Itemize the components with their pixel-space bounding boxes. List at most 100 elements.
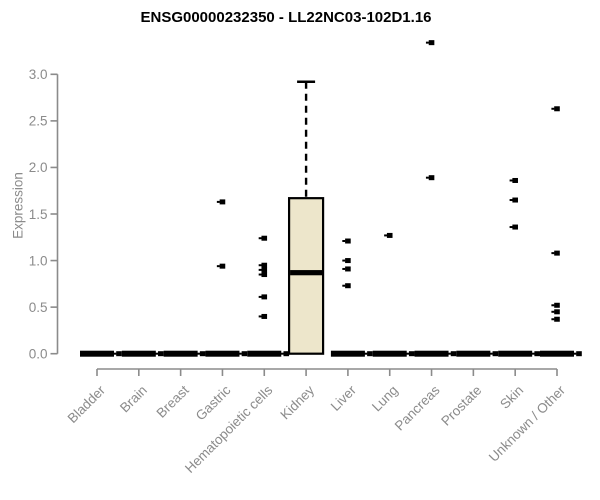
outlier-point-tick	[551, 252, 555, 255]
x-tick-label: Gastric	[193, 382, 234, 423]
flat-box	[205, 350, 240, 357]
outlier-point	[241, 351, 248, 357]
flat-box	[539, 350, 574, 357]
outlier-point	[554, 106, 560, 112]
outlier-point	[219, 199, 226, 205]
outlier-point	[345, 266, 351, 272]
outlier-point-tick	[342, 284, 346, 287]
outlier-point-tick	[258, 268, 262, 271]
outlier-point	[534, 351, 540, 357]
outlier-point-tick	[425, 176, 429, 179]
flat-box	[414, 350, 449, 357]
x-tick-label: Pancreas	[392, 382, 443, 433]
outlier-point-tick	[447, 352, 451, 355]
outlier-point	[199, 351, 206, 357]
outlier-point-tick	[551, 310, 555, 313]
outlier-point-tick	[197, 352, 201, 355]
flat-box	[372, 350, 407, 357]
outlier-point-tick	[551, 304, 555, 307]
outlier-point	[345, 258, 351, 264]
outlier-point-tick	[342, 267, 346, 270]
flat-box	[498, 350, 533, 357]
outlier-point	[428, 40, 435, 46]
outlier-point-tick	[258, 264, 262, 267]
outlier-point-tick	[280, 352, 284, 355]
outlier-point-tick	[258, 273, 262, 276]
outlier-point	[261, 294, 268, 300]
outlier-point	[492, 351, 499, 357]
chart-title: ENSG00000232350 - LL22NC03-102D1.16	[140, 9, 432, 26]
outlier-point-tick	[155, 352, 159, 355]
outlier-point-tick	[113, 352, 117, 355]
outlier-point	[554, 250, 560, 256]
x-tick-label: Liver	[328, 382, 360, 414]
outlier-point-tick	[216, 265, 220, 268]
outlier-point-tick	[258, 295, 262, 298]
outlier-point-tick	[406, 352, 410, 355]
outlier-point	[261, 272, 268, 278]
outlier-point-tick	[258, 237, 262, 240]
outlier-point	[428, 175, 435, 181]
outlier-point	[261, 313, 268, 319]
outlier-point-tick	[573, 352, 577, 355]
outlier-point	[450, 351, 457, 357]
flat-box	[80, 350, 114, 357]
outlier-point-tick	[238, 352, 242, 355]
outlier-point	[512, 197, 518, 203]
outlier-point-tick	[425, 41, 429, 44]
outlier-point	[158, 351, 164, 357]
y-tick-label: 1.0	[29, 253, 48, 268]
outlier-point-tick	[258, 315, 262, 318]
y-tick-label: 0.5	[29, 300, 48, 315]
outlier-point-tick	[216, 200, 220, 203]
flat-box	[247, 350, 282, 357]
outlier-point	[261, 267, 268, 273]
outlier-point	[345, 283, 351, 289]
outlier-point	[554, 309, 560, 315]
outlier-point-tick	[551, 318, 555, 321]
x-tick-label: Kidney	[277, 382, 317, 422]
x-tick-label: Breast	[154, 382, 192, 420]
outlier-point-tick	[509, 179, 513, 182]
y-tick-label: 3.0	[29, 67, 48, 82]
outlier-point	[345, 238, 351, 244]
outlier-point	[554, 316, 560, 322]
outlier-point	[261, 262, 268, 268]
outlier-point-tick	[509, 226, 513, 229]
outlier-point	[386, 232, 393, 238]
flat-box	[163, 350, 198, 357]
outlier-point	[219, 263, 226, 269]
x-tick-label: Bladder	[65, 382, 109, 426]
outlier-point	[408, 351, 415, 357]
outlier-point	[554, 302, 560, 308]
outlier-point	[576, 351, 582, 357]
flat-box	[456, 350, 491, 357]
outlier-point-tick	[364, 352, 368, 355]
outlier-point	[512, 224, 518, 230]
outlier-point	[512, 177, 518, 183]
flat-box	[121, 350, 156, 357]
outlier-point-tick	[489, 352, 493, 355]
x-tick-label: Skin	[497, 383, 526, 412]
x-tick-label: Unknown / Other	[486, 382, 569, 465]
outlier-point-tick	[342, 259, 346, 262]
flat-box	[330, 350, 365, 357]
y-tick-label: 1.5	[29, 207, 48, 222]
y-tick-label: 2.0	[29, 160, 48, 175]
box	[287, 197, 325, 355]
x-tick-label: Lung	[369, 383, 401, 415]
outlier-point-tick	[342, 240, 346, 243]
median-line	[290, 270, 323, 276]
y-tick-label: 2.5	[29, 114, 48, 129]
outlier-point-tick	[531, 352, 535, 355]
outlier-point-tick	[384, 234, 388, 237]
outlier-point	[283, 351, 290, 357]
x-tick-label: Brain	[117, 383, 150, 416]
outlier-point-tick	[509, 199, 513, 202]
outlier-point-tick	[551, 107, 555, 110]
outlier-point	[261, 235, 268, 241]
outlier-point	[116, 351, 122, 357]
y-tick-label: 0.0	[29, 347, 48, 362]
